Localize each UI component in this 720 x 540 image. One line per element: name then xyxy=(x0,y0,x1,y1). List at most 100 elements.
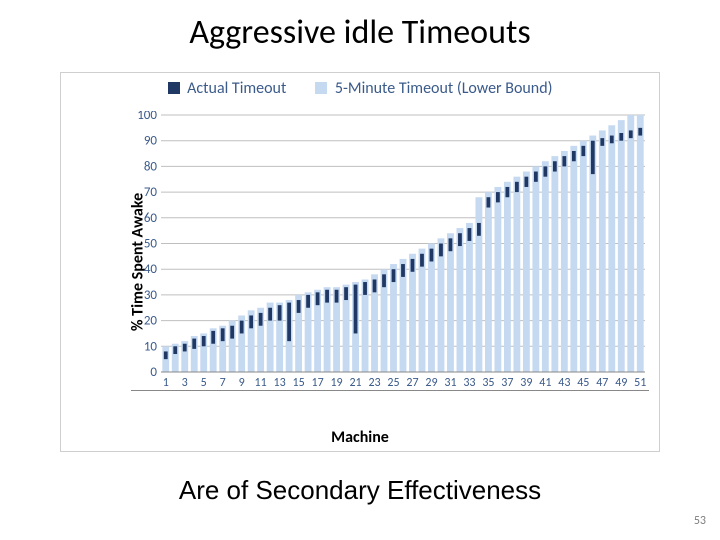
svg-text:49: 49 xyxy=(615,376,627,390)
bar-actual-timeout xyxy=(306,295,310,308)
svg-text:51: 51 xyxy=(634,376,646,390)
svg-text:19: 19 xyxy=(330,376,342,390)
bar-actual-timeout xyxy=(629,130,633,138)
bar-5min-timeout xyxy=(551,156,558,372)
bar-actual-timeout xyxy=(496,192,500,202)
bar-5min-timeout xyxy=(532,166,539,372)
legend-swatch-2 xyxy=(315,82,327,94)
bar-actual-timeout xyxy=(230,326,234,339)
bar-5min-timeout xyxy=(428,244,435,373)
bar-5min-timeout xyxy=(485,192,492,372)
svg-text:27: 27 xyxy=(406,376,418,390)
bar-actual-timeout xyxy=(259,313,263,326)
svg-text:100: 100 xyxy=(137,111,157,123)
svg-text:39: 39 xyxy=(520,376,532,390)
bar-5min-timeout xyxy=(570,146,577,372)
bar-actual-timeout xyxy=(221,328,225,341)
bar-actual-timeout xyxy=(173,346,177,354)
bar-actual-timeout xyxy=(382,274,386,287)
bar-actual-timeout xyxy=(401,264,405,277)
bar-5min-timeout xyxy=(599,130,606,372)
svg-text:0: 0 xyxy=(150,365,157,380)
bar-actual-timeout xyxy=(202,336,206,346)
bar-5min-timeout xyxy=(513,177,520,372)
svg-text:25: 25 xyxy=(387,376,399,390)
bar-actual-timeout xyxy=(164,351,168,359)
bar-actual-timeout xyxy=(468,228,472,241)
bar-actual-timeout xyxy=(278,305,282,320)
slide-title: Aggressive idle Timeouts xyxy=(0,12,720,53)
bar-actual-timeout xyxy=(316,292,320,305)
bar-5min-timeout xyxy=(494,187,501,372)
bar-actual-timeout xyxy=(268,308,272,321)
bar-5min-timeout xyxy=(637,115,644,372)
bar-actual-timeout xyxy=(487,197,491,207)
bar-actual-timeout xyxy=(211,331,215,344)
bar-5min-timeout xyxy=(627,115,634,372)
bar-actual-timeout xyxy=(591,141,595,174)
bar-5min-timeout xyxy=(542,161,549,372)
bar-actual-timeout xyxy=(373,279,377,292)
legend-label-1: Actual Timeout xyxy=(187,79,286,98)
bar-actual-timeout xyxy=(439,244,443,257)
bar-actual-timeout xyxy=(335,290,339,303)
bar-actual-timeout xyxy=(534,172,538,182)
svg-text:31: 31 xyxy=(444,376,456,390)
svg-text:30: 30 xyxy=(144,288,158,303)
bar-actual-timeout xyxy=(515,182,519,192)
bar-actual-timeout xyxy=(430,249,434,262)
chart-legend: Actual Timeout 5-Minute Timeout (Lower B… xyxy=(61,79,659,98)
bar-5min-timeout xyxy=(580,141,587,372)
x-axis-label: Machine xyxy=(61,428,659,447)
bar-5min-timeout xyxy=(457,228,464,372)
bar-actual-timeout xyxy=(610,136,614,144)
svg-text:10: 10 xyxy=(144,339,158,354)
bar-actual-timeout xyxy=(619,133,623,141)
bar-actual-timeout xyxy=(363,282,367,295)
svg-text:90: 90 xyxy=(144,134,158,149)
svg-text:43: 43 xyxy=(558,376,570,390)
svg-text:21: 21 xyxy=(349,376,361,390)
plot-area: 0102030405060708090100135791113151719212… xyxy=(131,111,649,391)
bar-actual-timeout xyxy=(249,315,253,328)
svg-text:9: 9 xyxy=(239,376,245,390)
bar-actual-timeout xyxy=(183,344,187,352)
bar-actual-timeout xyxy=(458,233,462,246)
bar-actual-timeout xyxy=(344,287,348,300)
bar-5min-timeout xyxy=(523,172,530,372)
svg-text:60: 60 xyxy=(144,211,158,226)
svg-text:17: 17 xyxy=(312,376,324,390)
bar-5min-timeout xyxy=(608,125,615,372)
legend-label-2: 5-Minute Timeout (Lower Bound) xyxy=(335,79,553,98)
slide-subtitle: Are of Secondary Effectiveness xyxy=(0,475,720,506)
svg-text:7: 7 xyxy=(220,376,226,390)
bar-actual-timeout xyxy=(449,238,453,251)
page-number: 53 xyxy=(694,514,706,528)
svg-text:5: 5 xyxy=(201,376,207,390)
bar-actual-timeout xyxy=(562,156,566,166)
bar-5min-timeout xyxy=(561,151,568,372)
svg-text:35: 35 xyxy=(482,376,494,390)
bar-actual-timeout xyxy=(638,128,642,136)
svg-text:50: 50 xyxy=(144,237,158,252)
bar-actual-timeout xyxy=(392,269,396,282)
svg-text:29: 29 xyxy=(425,376,437,390)
legend-swatch-1 xyxy=(168,82,180,94)
bar-5min-timeout xyxy=(618,120,625,372)
bar-actual-timeout xyxy=(477,223,481,236)
bar-actual-timeout xyxy=(240,321,244,334)
bar-actual-timeout xyxy=(572,151,576,161)
bar-actual-timeout xyxy=(505,187,509,197)
bar-actual-timeout xyxy=(192,339,196,349)
bar-5min-timeout xyxy=(504,182,511,372)
bar-actual-timeout xyxy=(325,290,329,303)
bar-actual-timeout xyxy=(411,259,415,272)
bar-5min-timeout xyxy=(438,238,445,372)
bar-actual-timeout xyxy=(287,303,291,342)
bar-actual-timeout xyxy=(297,300,301,313)
svg-text:33: 33 xyxy=(463,376,475,390)
svg-text:80: 80 xyxy=(144,159,158,174)
svg-text:11: 11 xyxy=(255,376,267,390)
bar-5min-timeout xyxy=(447,233,454,372)
svg-text:1: 1 xyxy=(163,376,169,390)
